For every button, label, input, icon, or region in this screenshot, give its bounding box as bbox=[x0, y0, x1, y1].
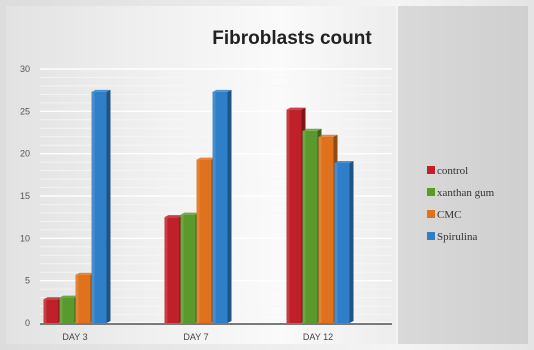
legend-swatch bbox=[427, 166, 435, 174]
y-axis-ticks: 0 5 10 15 20 25 30 bbox=[20, 64, 30, 328]
bar-spirulina-day-3 bbox=[91, 89, 111, 323]
x-category-label: DAY 3 bbox=[62, 332, 87, 342]
y-tick-label: 15 bbox=[20, 191, 30, 201]
legend-item-spirulina: Spirulina bbox=[427, 231, 477, 243]
legend-panel bbox=[398, 6, 528, 344]
y-tick-label: 25 bbox=[20, 106, 30, 116]
legend-item-control: control bbox=[427, 165, 468, 177]
bars bbox=[43, 89, 354, 323]
chart-title: Fibroblasts count bbox=[212, 28, 372, 49]
y-tick-label: 20 bbox=[20, 149, 30, 159]
legend-item-xanthan-gum: xanthan gum bbox=[427, 187, 495, 199]
legend-label: control bbox=[437, 165, 468, 177]
legend-item-cmc: CMC bbox=[427, 209, 461, 221]
legend: control xanthan gum CMC Spirulina bbox=[427, 165, 495, 243]
legend-label: Spirulina bbox=[437, 231, 477, 243]
legend-swatch bbox=[427, 232, 435, 240]
bar-spirulina-day-7 bbox=[212, 89, 232, 323]
x-axis-categories: DAY 3 DAY 7 DAY 12 bbox=[62, 332, 333, 342]
legend-swatch bbox=[427, 188, 435, 196]
legend-swatch bbox=[427, 210, 435, 218]
x-category-label: DAY 12 bbox=[303, 332, 333, 342]
legend-label: CMC bbox=[437, 209, 461, 221]
y-tick-label: 5 bbox=[25, 276, 30, 286]
bar-spirulina-day-12 bbox=[334, 160, 354, 323]
x-category-label: DAY 7 bbox=[183, 332, 208, 342]
y-tick-label: 10 bbox=[20, 233, 30, 243]
y-tick-label: 30 bbox=[20, 64, 30, 74]
y-tick-label: 0 bbox=[25, 318, 30, 328]
legend-label: xanthan gum bbox=[437, 187, 495, 199]
